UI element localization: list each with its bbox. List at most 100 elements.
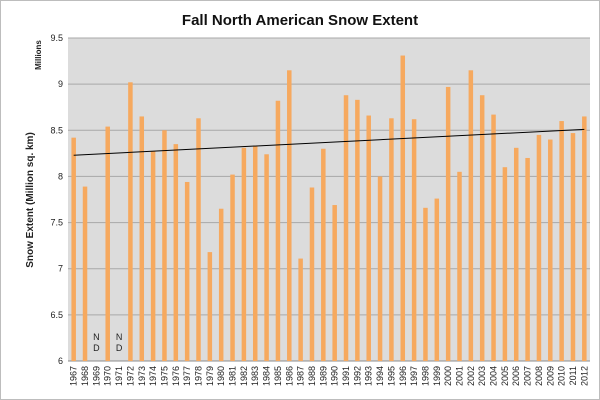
x-tick-label: 1980 (216, 366, 226, 386)
x-tick-label: 2009 (545, 366, 555, 386)
x-tick-label: 1987 (296, 366, 306, 386)
x-tick-label: 2001 (455, 366, 465, 386)
x-tick-label: 2008 (534, 366, 544, 386)
x-tick-label: 1994 (375, 366, 385, 386)
bar (525, 157, 530, 361)
bar (445, 86, 451, 361)
x-tick-label: 1995 (386, 366, 396, 386)
x-tick-label: 1983 (250, 366, 260, 386)
x-tick-label: 2007 (523, 366, 533, 386)
bar (128, 82, 133, 361)
bar (105, 126, 110, 361)
bar (468, 70, 474, 362)
x-tick-label: 1999 (432, 366, 442, 386)
x-tick-label: 1968 (80, 366, 90, 386)
bars (71, 55, 587, 362)
x-tick-label: 1990 (330, 366, 340, 386)
x-tick-label: 1985 (273, 366, 283, 386)
x-tick-label: 1969 (91, 366, 101, 386)
x-tick-label: 1967 (69, 366, 79, 386)
y-tick-label: 7 (58, 264, 63, 274)
x-tick-label: 1993 (364, 366, 374, 386)
x-tick-label: 1976 (171, 366, 181, 386)
bar (411, 119, 417, 361)
no-data-label: D (93, 343, 100, 353)
x-tick-label: 1977 (182, 366, 192, 386)
bar (513, 147, 519, 361)
bar (343, 95, 349, 362)
y-tick-label: 8 (58, 171, 63, 181)
bar (332, 205, 337, 361)
bar (366, 115, 371, 362)
bar (491, 114, 496, 362)
bar (207, 252, 213, 361)
units-label: Millions (34, 40, 43, 70)
x-tick-label: 1991 (341, 366, 351, 386)
bar (287, 70, 292, 362)
x-tick-label: 1988 (307, 366, 317, 386)
no-data-label: N (116, 332, 123, 342)
y-tick-label: 9.5 (50, 33, 63, 43)
trend-line (73, 128, 585, 156)
x-tick-label: 1979 (205, 366, 215, 386)
x-tick-label: 2005 (500, 366, 510, 386)
y-axis-label: Snow Extent (Million sq. km) (25, 132, 36, 268)
x-tick-label: 2004 (489, 366, 499, 386)
y-tick-label: 6 (58, 356, 63, 366)
x-tick-label: 2010 (557, 366, 567, 386)
no-data-label: N (93, 332, 100, 342)
bar (355, 99, 360, 362)
bar (139, 116, 145, 361)
y-tick-label: 7.5 (50, 218, 63, 228)
bar (536, 134, 542, 361)
bar (502, 167, 508, 361)
bar (230, 174, 235, 361)
x-tick-label: 2012 (579, 366, 589, 386)
x-tick-labels: 1967 1968 1969 1970 1971 1972 1973 1974 1975 1976… (69, 366, 590, 386)
bar (184, 181, 190, 361)
x-tick-label: 2011 (568, 366, 578, 385)
bar (457, 171, 462, 361)
x-tick-label: 2000 (443, 366, 453, 386)
bar (582, 116, 587, 361)
x-tick-label: 1970 (103, 366, 113, 386)
x-tick-label: 1971 (114, 366, 124, 386)
x-tick-label: 1986 (284, 366, 294, 386)
x-tick-label: 1992 (352, 366, 362, 386)
x-tick-label: 2002 (466, 366, 476, 386)
bar (241, 147, 247, 361)
x-tick-label: 1973 (137, 366, 147, 386)
y-tick-label: 6.5 (50, 310, 63, 320)
plot-area (68, 38, 590, 361)
bar (559, 121, 564, 361)
x-tick-label: 2006 (511, 366, 521, 386)
no-data-label: D (116, 343, 123, 353)
bar (570, 133, 576, 361)
y-tick-labels: 6 6.5 7 7.5 8 8.5 9 9.5 (50, 33, 63, 366)
bar (321, 148, 326, 361)
bar (264, 154, 269, 361)
x-tick-label: 1982 (239, 366, 249, 386)
y-tick-label: 9 (58, 79, 63, 89)
bar (434, 198, 440, 361)
bar (218, 208, 224, 361)
bar (400, 55, 406, 361)
bar (196, 118, 201, 361)
bar (71, 137, 76, 361)
x-tick-label: 1981 (228, 366, 238, 386)
bar (479, 95, 485, 362)
bar (252, 145, 258, 361)
bar (82, 186, 88, 361)
bar (423, 207, 428, 361)
bar (150, 151, 156, 361)
chart-title: Fall North American Snow Extent (182, 12, 418, 29)
bar (548, 139, 553, 361)
bar (389, 118, 394, 361)
x-tick-label: 1978 (194, 366, 204, 386)
x-tick-label: 1989 (318, 366, 328, 386)
bar (162, 130, 167, 361)
x-tick-label: 1974 (148, 366, 158, 386)
bar (298, 258, 303, 361)
